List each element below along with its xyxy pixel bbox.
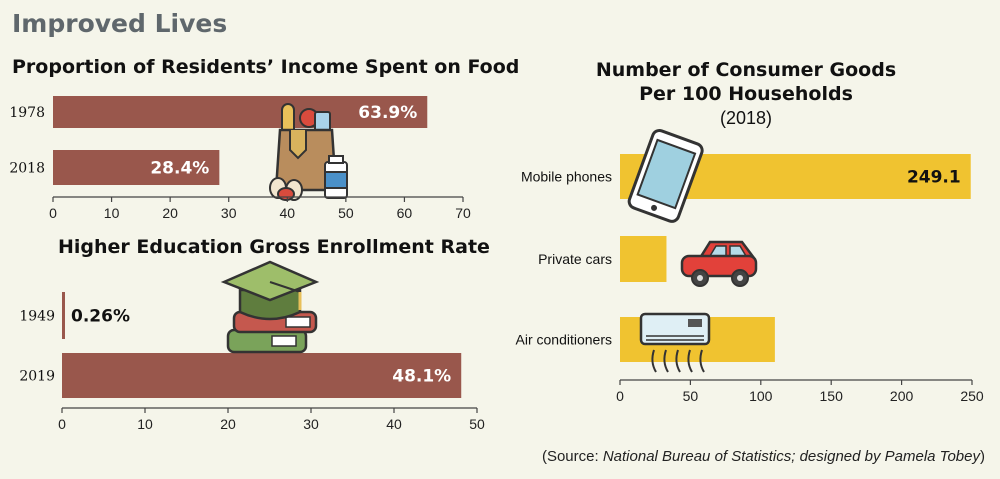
- x-tick-label: 20: [162, 205, 178, 221]
- bar-1949: [62, 292, 65, 339]
- chart-1-title: Proportion of Residents’ Income Spent on…: [12, 56, 519, 78]
- category-label: Air conditioners: [516, 332, 613, 348]
- enrollment-chart: Higher Education Gross Enrollment Rate 1…: [19, 236, 490, 432]
- x-tick-label: 10: [104, 205, 120, 221]
- x-tick-label: 10: [137, 416, 153, 432]
- x-tick-label: 30: [303, 416, 319, 432]
- category-label: 2019: [19, 369, 55, 385]
- car-icon: [680, 240, 758, 287]
- x-tick-label: 0: [58, 416, 66, 432]
- bar-2019: [62, 353, 462, 398]
- chart-3-title-line-2: Per 100 Households: [639, 83, 853, 105]
- value-label: 28.4%: [150, 159, 209, 179]
- x-tick-label: 30: [221, 205, 237, 221]
- category-label: 2018: [9, 161, 45, 177]
- category-label: 1949: [19, 309, 55, 325]
- x-tick-label: 20: [220, 416, 236, 432]
- x-tick-label: 100: [749, 388, 773, 404]
- x-tick-label: 0: [49, 205, 57, 221]
- graduation-cap-books-icon: [220, 260, 320, 354]
- chart-3-title-line-1: Number of Consumer Goods: [596, 59, 896, 81]
- air-conditioner-icon: [639, 312, 711, 373]
- source-prefix: (Source:: [542, 448, 603, 465]
- x-tick-label: 50: [469, 416, 485, 432]
- x-tick-label: 60: [397, 205, 413, 221]
- x-tick-label: 200: [890, 388, 914, 404]
- grocery-bag-icon: [269, 103, 348, 201]
- category-label: Private cars: [538, 251, 612, 267]
- value-label: 48.1%: [392, 367, 451, 387]
- x-tick-label: 0: [616, 388, 624, 404]
- category-label: 1978: [9, 105, 45, 121]
- mobile-phone-icon: [627, 128, 704, 223]
- bar-2018: [53, 150, 220, 185]
- value-label: 0.26%: [71, 307, 130, 327]
- x-tick-label: 150: [820, 388, 844, 404]
- value-label: 249.1: [907, 168, 961, 188]
- page-title: Improved Lives: [12, 9, 227, 38]
- value-label: 63.9%: [358, 103, 417, 123]
- food-income-chart: Proportion of Residents’ Income Spent on…: [9, 56, 519, 221]
- source-suffix: ): [980, 448, 985, 465]
- bar-1978: [53, 96, 428, 128]
- x-tick-label: 250: [960, 388, 984, 404]
- x-tick-label: 50: [683, 388, 699, 404]
- bar-private-cars: [620, 236, 667, 282]
- x-tick-label: 50: [338, 205, 354, 221]
- chart-3-subtitle: (2018): [720, 108, 772, 128]
- category-label: Mobile phones: [521, 169, 612, 185]
- x-tick-label: 40: [279, 205, 295, 221]
- x-tick-label: 40: [386, 416, 402, 432]
- x-tick-label: 70: [455, 205, 471, 221]
- consumer-goods-chart: Number of Consumer Goods Per 100 Househo…: [516, 59, 984, 404]
- chart-2-title: Higher Education Gross Enrollment Rate: [58, 236, 490, 258]
- source-name: National Bureau of Statistics; designed …: [603, 448, 982, 465]
- source-note: (Source: National Bureau of Statistics; …: [542, 448, 985, 465]
